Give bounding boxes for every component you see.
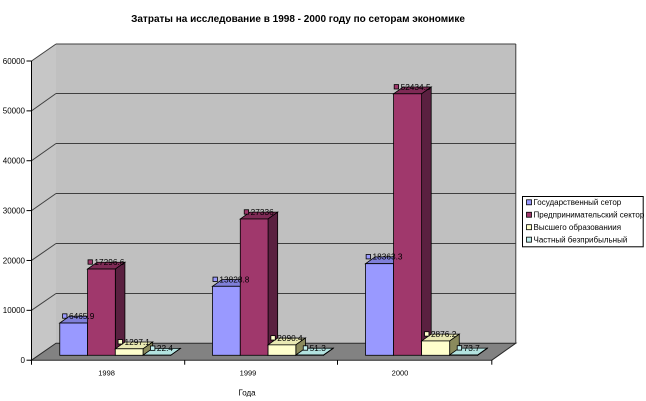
svg-text:1998: 1998	[98, 368, 115, 377]
svg-text:20000: 20000	[3, 256, 26, 265]
svg-text:Предпринимательский сектор: Предпринимательский сектор	[534, 211, 645, 220]
svg-text:2090.4: 2090.4	[277, 333, 303, 343]
svg-text:Года: Года	[238, 389, 256, 398]
svg-text:2000: 2000	[392, 368, 409, 377]
svg-text:50000: 50000	[3, 107, 26, 116]
svg-text:Государственный сетор: Государственный сетор	[534, 198, 622, 207]
svg-text:30000: 30000	[3, 206, 26, 215]
svg-text:0: 0	[21, 356, 26, 365]
svg-text:Затраты на исследование в 1998: Затраты на исследование в 1998 - 2000 го…	[131, 14, 465, 25]
svg-text:40000: 40000	[3, 157, 26, 166]
svg-text:18363.3: 18363.3	[373, 252, 403, 262]
svg-text:51.3: 51.3	[310, 343, 327, 353]
svg-text:17296.6: 17296.6	[94, 257, 124, 267]
svg-text:13828.8: 13828.8	[219, 274, 249, 284]
svg-text:Частный безприбыльный: Частный безприбыльный	[534, 236, 628, 245]
svg-text:73.7: 73.7	[464, 343, 481, 353]
svg-text:22.4: 22.4	[157, 343, 174, 353]
svg-text:Высшего образованиия: Высшего образованиия	[534, 223, 622, 232]
svg-text:1999: 1999	[240, 368, 257, 377]
svg-text:10000: 10000	[3, 306, 26, 315]
svg-text:1297.1: 1297.1	[125, 337, 151, 347]
svg-text:60000: 60000	[3, 57, 26, 66]
svg-text:52434.5: 52434.5	[401, 82, 431, 92]
svg-text:2876.2: 2876.2	[431, 329, 457, 339]
svg-text:6465.9: 6465.9	[69, 311, 95, 321]
svg-text:27336: 27336	[251, 207, 274, 217]
